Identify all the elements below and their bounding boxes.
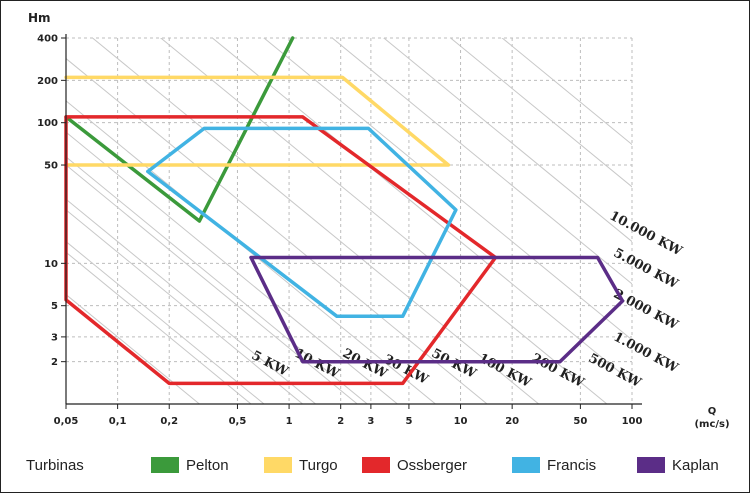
x-tick-label: 0,2	[160, 416, 178, 427]
power-lines-clip	[66, 38, 632, 404]
x-tick-label: 2	[337, 416, 344, 427]
power-line-label: 100 KW	[476, 351, 534, 391]
x-tick-label: 10	[454, 416, 468, 427]
y-axis-title: Hm	[28, 11, 51, 25]
y-tick-label: 2	[51, 357, 58, 368]
y-tick-label: 5	[51, 301, 58, 312]
turbine-areas	[64, 36, 625, 386]
series-pelton	[64, 36, 295, 223]
power-line-label: 2.000 KW	[611, 287, 681, 334]
series-francis	[146, 126, 458, 319]
power-line	[66, 100, 437, 404]
x-tick-label: 5	[405, 416, 412, 427]
legend-swatch-francis	[512, 457, 540, 473]
y-tick-label: 3	[51, 332, 58, 343]
power-line	[211, 38, 632, 383]
x-tick-label: 0,5	[229, 416, 247, 427]
power-line	[383, 38, 632, 243]
legend: Turbinas Pelton Turgo Ossberger Francis Kapla…	[26, 457, 719, 474]
y-tick-label: 10	[44, 259, 58, 270]
power-line-label: 200 KW	[529, 351, 587, 391]
x-tick-label: 50	[573, 416, 587, 427]
power-line	[66, 198, 317, 404]
x-tick-label: 0,05	[54, 416, 79, 427]
y-tick-label: 100	[37, 118, 58, 129]
legend-label-ossberger: Ossberger	[397, 457, 467, 474]
legend-swatch-ossberger	[362, 457, 390, 473]
power-line-background	[501, 38, 632, 146]
power-line	[160, 38, 608, 404]
legend-swatch-kaplan	[637, 457, 665, 473]
power-line-background	[66, 164, 359, 404]
x-tick-label: 100	[622, 416, 643, 427]
series-kaplan	[249, 255, 625, 364]
x-tick-label: 20	[505, 416, 519, 427]
x-tick-label: 1	[286, 416, 293, 427]
power-line	[66, 58, 488, 404]
legend-label-kaplan: Kaplan	[672, 457, 719, 474]
x-tick-label: 0,1	[109, 416, 127, 427]
power-line	[66, 241, 265, 404]
legend-title: Turbinas	[26, 457, 84, 474]
axes: 400 200 100 50 10 5 3 2 0,05 0,1 0,2 0,5 1 2 3 5 10 20 50 1…	[28, 11, 730, 430]
y-tick-label: 400	[37, 34, 58, 45]
y-tick-label: 50	[44, 161, 58, 172]
power-line	[263, 38, 632, 341]
x-axis-unit: (mc/s)	[694, 419, 729, 430]
x-axis-title: Q	[708, 406, 717, 417]
power-line-background	[449, 38, 632, 188]
y-tick-label: 200	[37, 76, 58, 87]
power-line-background	[66, 209, 304, 404]
power-line-label: 500 KW	[586, 351, 644, 391]
legend-label-turgo: Turgo	[299, 457, 338, 474]
power-line	[91, 38, 540, 404]
legend-label-francis: Francis	[547, 457, 596, 474]
legend-swatch-turgo	[264, 457, 292, 473]
power-line-label: 5 KW	[249, 348, 291, 380]
legend-label-pelton: Pelton	[186, 457, 229, 474]
legend-swatch-pelton	[151, 457, 179, 473]
power-line	[331, 38, 632, 285]
series-ossberger	[64, 115, 498, 386]
power-line	[66, 131, 399, 404]
power-line	[66, 156, 369, 404]
series-turgo	[64, 75, 451, 167]
power-line-background	[66, 294, 201, 404]
x-tick-label: 3	[367, 416, 374, 427]
power-line-background	[66, 251, 252, 404]
